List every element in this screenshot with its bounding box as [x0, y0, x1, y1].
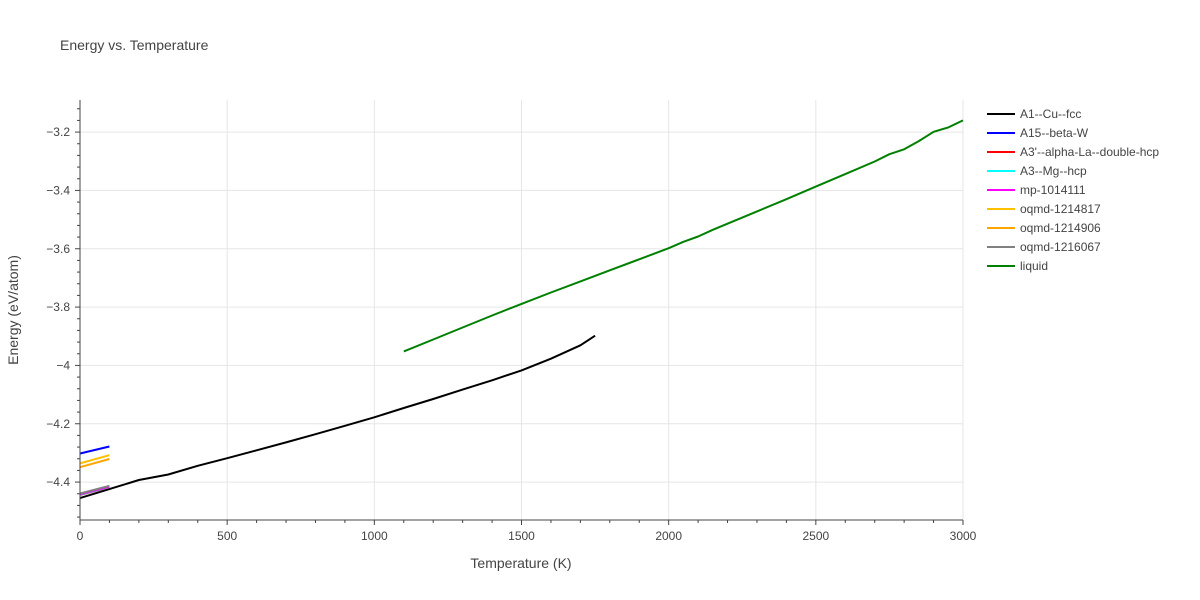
- x-tick-label: 1000: [361, 529, 388, 543]
- axes: 0 500 1000 1500 2000 2500 3000 −4.4 −4.2 −4 −3.8 −3…: [46, 100, 977, 543]
- series-line-liquid: [403, 119, 964, 353]
- x-axis-title: Temperature (K): [470, 555, 571, 571]
- legend-label: mp-1014111: [1020, 183, 1086, 197]
- legend-item: A1--Cu--fcc: [987, 107, 1081, 121]
- x-tick-label: 2500: [802, 529, 829, 543]
- series-line-oqmd-1216067: [79, 484, 110, 495]
- series-line-A1--Cu--fcc: [79, 334, 596, 500]
- legend-label: A3'--alpha-La--double-hcp: [1020, 145, 1159, 159]
- x-tick-label: 2000: [655, 529, 682, 543]
- legend-label: oqmd-1214906: [1020, 221, 1101, 235]
- legend-item: mp-1014111: [987, 183, 1086, 197]
- x-tick-label: 0: [77, 529, 84, 543]
- y-tick-label: −4: [56, 358, 70, 372]
- y-tick-label: −3.2: [46, 125, 70, 139]
- grid-lines: [80, 100, 964, 520]
- legend-label: oqmd-1216067: [1020, 240, 1101, 254]
- legend-item: A15--beta-W: [987, 126, 1089, 140]
- x-tick-label: 500: [217, 529, 237, 543]
- y-tick-label: −4.4: [46, 475, 70, 489]
- x-tick-label: 3000: [950, 529, 977, 543]
- legend-item: liquid: [987, 259, 1048, 273]
- legend-label: liquid: [1020, 259, 1048, 273]
- y-axis-title: Energy (eV/atom): [5, 255, 21, 365]
- y-tick-label: −3.4: [46, 183, 70, 197]
- legend: A1--Cu--fcc A15--beta-W A3'--alpha-La--dou…: [987, 107, 1159, 273]
- legend-item: A3--Mg--hcp: [987, 164, 1087, 178]
- y-tick-label: −3.6: [46, 242, 70, 256]
- legend-label: oqmd-1214817: [1020, 202, 1101, 216]
- legend-item: oqmd-1216067: [987, 240, 1101, 254]
- y-tick-label: −4.2: [46, 417, 70, 431]
- series-layer: [79, 119, 964, 500]
- legend-item: oqmd-1214817: [987, 202, 1101, 216]
- series-line-A15--beta-W: [79, 445, 110, 455]
- chart-title: Energy vs. Temperature: [60, 37, 209, 53]
- series-line-oqmd-1214817: [79, 454, 110, 465]
- legend-label: A3--Mg--hcp: [1020, 164, 1087, 178]
- legend-label: A15--beta-W: [1020, 126, 1089, 140]
- legend-label: A1--Cu--fcc: [1020, 107, 1081, 121]
- y-tick-label: −3.8: [46, 300, 70, 314]
- legend-item: oqmd-1214906: [987, 221, 1101, 235]
- legend-item: A3'--alpha-La--double-hcp: [987, 145, 1159, 159]
- x-tick-label: 1500: [508, 529, 535, 543]
- series-line-oqmd-1214906: [79, 458, 110, 469]
